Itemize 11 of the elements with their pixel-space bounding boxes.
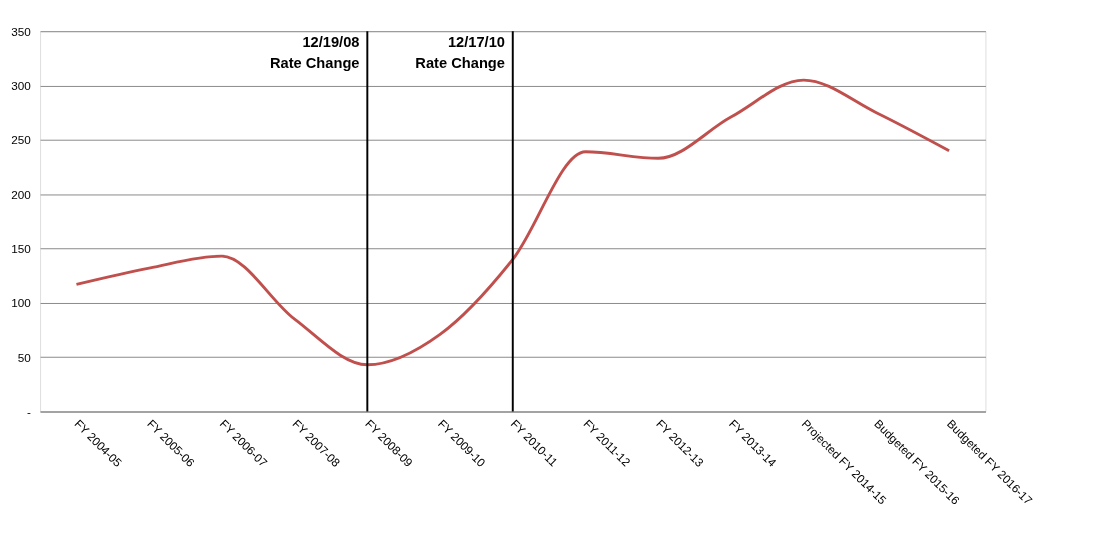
y-tick-label: - — [26, 404, 31, 418]
ref-line-label: 12/19/08 Rate Change — [269, 33, 360, 72]
y-tick-label: 100 — [11, 296, 32, 310]
y-tick-label: 200 — [11, 187, 32, 201]
y-tick-label: 350 — [11, 24, 32, 38]
ref-line-label: 12/17/10 Rate Change — [415, 33, 505, 72]
y-tick-label: 50 — [17, 350, 32, 364]
line-series — [74, 78, 951, 367]
y-tick-label: 300 — [11, 78, 32, 92]
y-tick-label: 250 — [11, 133, 32, 147]
y-tick-label: 150 — [11, 241, 32, 255]
